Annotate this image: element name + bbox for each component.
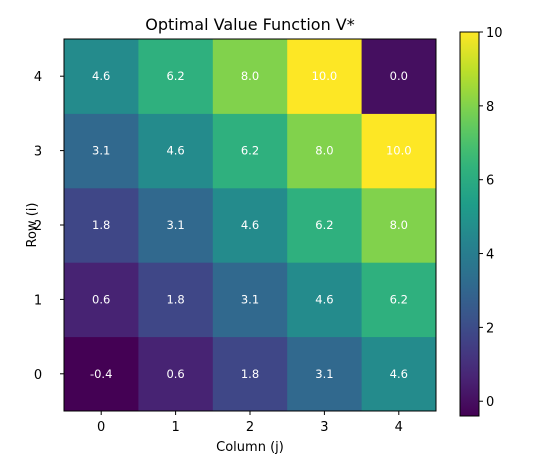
heatmap-cell-r1-c0 [64, 262, 139, 338]
heatmap-cell-r3-c2 [212, 113, 288, 189]
heatmap-cell-r0-c3 [287, 336, 363, 412]
cell-value-label: -0.4 [90, 367, 112, 381]
cell-value-label: 3.1 [166, 218, 184, 232]
x-tick-label: 1 [171, 420, 179, 435]
heatmap-cell-r2-c1 [138, 187, 214, 263]
colorbar [459, 31, 480, 417]
cell-value-label: 0.6 [166, 367, 184, 381]
heatmap-cell-r4-c0 [64, 39, 139, 114]
heatmap-cell-r0-c0 [64, 336, 139, 412]
heatmap-cell-r2-c3 [287, 187, 363, 263]
x-tick-label: 4 [395, 420, 403, 435]
heatmap-cell-r2-c2 [212, 187, 288, 263]
heatmap-cell-r3-c0 [64, 113, 139, 189]
heatmap-cell-r1-c3 [287, 262, 363, 338]
heatmap-cell-r2-c4 [361, 187, 437, 263]
cell-value-label: 8.0 [315, 144, 333, 158]
cell-value-label: 3.1 [315, 367, 333, 381]
colorbar-tick-label: 2 [486, 321, 494, 336]
cell-value-label: 4.6 [166, 144, 184, 158]
y-tick-label: 0 [34, 368, 42, 383]
heatmap-cell-r1-c1 [138, 262, 214, 338]
cell-value-label: 4.6 [315, 292, 333, 306]
heatmap-cell-r1-c2 [212, 262, 288, 338]
colorbar-tick-label: 4 [486, 248, 494, 263]
cell-value-label: 4.6 [390, 367, 408, 381]
cell-value-label: 4.6 [92, 69, 110, 83]
cell-value-label: 4.6 [241, 218, 259, 232]
heatmap-cells [64, 39, 437, 412]
heatmap-cell-r4-c2 [212, 39, 288, 114]
heatmap-cell-r1-c4 [361, 262, 437, 338]
cell-value-label: 3.1 [92, 144, 110, 158]
colorbar-ticks: 0 2 4 6 8 10 [479, 26, 503, 410]
cell-value-label: 8.0 [241, 69, 259, 83]
cell-value-label: 6.2 [315, 218, 333, 232]
cell-value-label: 1.8 [92, 218, 110, 232]
cell-value-label: 6.2 [241, 144, 259, 158]
cell-value-label: 0.6 [92, 292, 110, 306]
cell-value-label: 3.1 [241, 292, 259, 306]
cell-value-label: 6.2 [166, 69, 184, 83]
x-tick-label: 0 [97, 420, 105, 435]
cell-value-label: 8.0 [390, 218, 408, 232]
y-tick-label: 2 [34, 219, 42, 234]
x-tick-label: 3 [320, 420, 328, 435]
heatmap-cell-labels: -0.4 0.6 1.8 3.1 4.6 0.6 1.8 3.1 4.6 6.2 1.8 3.1 4.6… [90, 69, 412, 381]
x-tick-label: 2 [246, 420, 254, 435]
y-tick-label: 4 [34, 70, 42, 85]
heatmap-cell-r4-c1 [138, 39, 214, 114]
x-axis-label: Column (j) [216, 440, 284, 455]
y-axis-label: Row (i) [25, 203, 40, 248]
heatmap-cell-r3-c4 [361, 113, 437, 189]
heatmap-cell-r3-c1 [138, 113, 214, 189]
x-axis-ticks: 0 1 2 3 4 [97, 411, 403, 435]
cell-value-label: 0.0 [390, 69, 408, 83]
cell-value-label: 6.2 [390, 292, 408, 306]
colorbar-tick-label: 10 [486, 26, 503, 41]
cell-value-label: 10.0 [312, 69, 338, 83]
heatmap-cell-r3-c3 [287, 113, 363, 189]
heatmap-cell-r4-c3 [287, 39, 363, 114]
cell-value-label: 1.8 [166, 292, 184, 306]
heatmap-cell-r0-c2 [212, 336, 288, 412]
colorbar-tick-label: 8 [486, 100, 494, 115]
y-axis-ticks: 0 1 2 3 4 [34, 70, 64, 383]
cell-value-label: 10.0 [386, 144, 412, 158]
colorbar-tick-label: 0 [486, 395, 494, 410]
heatmap-cell-r2-c0 [64, 187, 139, 263]
heatmap-cell-r0-c4 [361, 336, 437, 412]
heatmap-cell-r0-c1 [138, 336, 214, 412]
cell-value-label: 1.8 [241, 367, 259, 381]
y-tick-label: 3 [34, 145, 42, 160]
heatmap-cell-r4-c4 [361, 39, 437, 114]
y-tick-label: 1 [34, 293, 42, 308]
colorbar-tick-label: 6 [486, 174, 494, 189]
chart-title: Optimal Value Function V* [145, 15, 355, 34]
